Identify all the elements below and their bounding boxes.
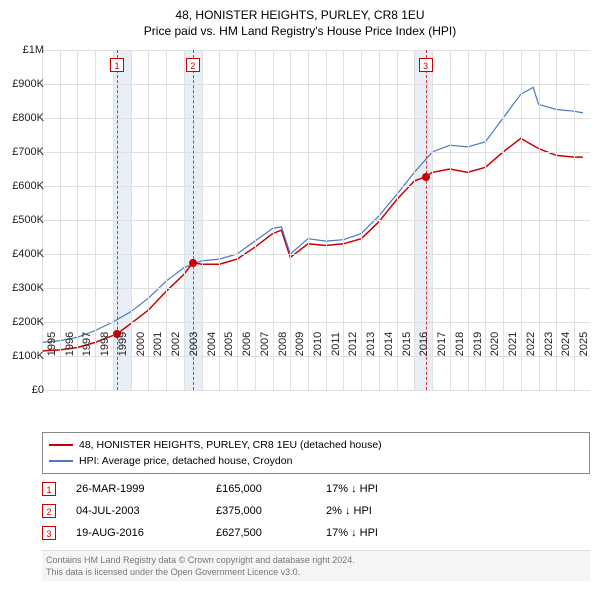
tx-delta: 17% ↓ HPI bbox=[326, 483, 446, 495]
tx-delta: 2% ↓ HPI bbox=[326, 505, 446, 517]
chart-marker-2: 2 bbox=[186, 58, 200, 72]
x-axis-label: 2004 bbox=[206, 332, 218, 356]
legend-label: 48, HONISTER HEIGHTS, PURLEY, CR8 1EU (d… bbox=[79, 439, 382, 451]
x-axis-label: 2007 bbox=[259, 332, 271, 356]
x-axis-label: 2005 bbox=[223, 332, 235, 356]
y-axis-label: £600K bbox=[12, 180, 44, 192]
sale-point-3 bbox=[422, 173, 430, 181]
chart-title-sub: Price paid vs. HM Land Registry's House … bbox=[0, 24, 600, 38]
legend-item: 48, HONISTER HEIGHTS, PURLEY, CR8 1EU (d… bbox=[49, 437, 583, 453]
y-axis-label: £900K bbox=[12, 78, 44, 90]
tx-marker: 3 bbox=[42, 526, 56, 540]
y-axis-label: £0 bbox=[32, 384, 44, 396]
tx-delta: 17% ↓ HPI bbox=[326, 527, 446, 539]
x-axis-label: 1996 bbox=[64, 332, 76, 356]
y-axis-label: £800K bbox=[12, 112, 44, 124]
y-axis-label: £500K bbox=[12, 214, 44, 226]
footer-attribution: Contains HM Land Registry data © Crown c… bbox=[42, 550, 590, 581]
tx-date: 26-MAR-1999 bbox=[76, 483, 216, 495]
y-axis-label: £200K bbox=[12, 316, 44, 328]
x-axis-label: 2013 bbox=[365, 332, 377, 356]
y-axis-label: £700K bbox=[12, 146, 44, 158]
x-axis-label: 2002 bbox=[170, 332, 182, 356]
tx-date: 04-JUL-2003 bbox=[76, 505, 216, 517]
x-axis-label: 2023 bbox=[543, 332, 555, 356]
tx-date: 19-AUG-2016 bbox=[76, 527, 216, 539]
table-row: 3 19-AUG-2016£627,50017% ↓ HPI bbox=[42, 522, 590, 544]
x-axis-label: 2006 bbox=[241, 332, 253, 356]
series-line-property bbox=[42, 138, 583, 351]
x-axis-label: 2024 bbox=[560, 332, 572, 356]
legend-item: HPI: Average price, detached house, Croy… bbox=[49, 453, 583, 469]
chart-titles: 48, HONISTER HEIGHTS, PURLEY, CR8 1EU Pr… bbox=[0, 0, 600, 38]
tx-marker: 1 bbox=[42, 482, 56, 496]
y-axis-label: £300K bbox=[12, 282, 44, 294]
x-axis-label: 2009 bbox=[294, 332, 306, 356]
legend-label: HPI: Average price, detached house, Croy… bbox=[79, 455, 292, 467]
chart-marker-1: 1 bbox=[110, 58, 124, 72]
x-axis-label: 2022 bbox=[525, 332, 537, 356]
x-axis-label: 2012 bbox=[347, 332, 359, 356]
chart-title-main: 48, HONISTER HEIGHTS, PURLEY, CR8 1EU bbox=[0, 8, 600, 22]
legend-swatch bbox=[49, 460, 73, 462]
x-axis-label: 2011 bbox=[330, 332, 342, 356]
x-axis-label: 2017 bbox=[436, 332, 448, 356]
x-axis-label: 2025 bbox=[578, 332, 590, 356]
x-axis-label: 1998 bbox=[99, 332, 111, 356]
x-axis-label: 2015 bbox=[401, 332, 413, 356]
table-row: 2 04-JUL-2003£375,0002% ↓ HPI bbox=[42, 500, 590, 522]
transaction-table: 126-MAR-1999£165,00017% ↓ HPI204-JUL-200… bbox=[42, 478, 590, 544]
y-axis-label: £1M bbox=[23, 44, 44, 56]
series-line-hpi bbox=[42, 87, 583, 342]
chart-marker-3: 3 bbox=[419, 58, 433, 72]
footer-line-2: This data is licensed under the Open Gov… bbox=[46, 566, 586, 578]
y-axis-label: £400K bbox=[12, 248, 44, 260]
footer-line-1: Contains HM Land Registry data © Crown c… bbox=[46, 554, 586, 566]
x-axis-label: 2018 bbox=[454, 332, 466, 356]
tx-price: £375,000 bbox=[216, 505, 326, 517]
x-axis-label: 2020 bbox=[489, 332, 501, 356]
sale-point-2 bbox=[189, 259, 197, 267]
x-axis-label: 2008 bbox=[277, 332, 289, 356]
x-axis-label: 2016 bbox=[418, 332, 430, 356]
x-axis-label: 2003 bbox=[188, 332, 200, 356]
x-axis-label: 2019 bbox=[472, 332, 484, 356]
x-axis-label: 1997 bbox=[81, 332, 93, 356]
x-axis-label: 1995 bbox=[46, 332, 58, 356]
table-row: 1 26-MAR-1999£165,00017% ↓ HPI bbox=[42, 478, 590, 500]
x-axis-label: 2021 bbox=[507, 332, 519, 356]
x-axis-label: 2000 bbox=[135, 332, 147, 356]
tx-price: £627,500 bbox=[216, 527, 326, 539]
x-axis-label: 2010 bbox=[312, 332, 324, 356]
x-axis-label: 2001 bbox=[152, 332, 164, 356]
tx-marker: 2 bbox=[42, 504, 56, 518]
tx-price: £165,000 bbox=[216, 483, 326, 495]
y-axis-label: £100K bbox=[12, 350, 44, 362]
legend-swatch bbox=[49, 444, 73, 446]
x-axis-label: 2014 bbox=[383, 332, 395, 356]
legend-box: 48, HONISTER HEIGHTS, PURLEY, CR8 1EU (d… bbox=[42, 432, 590, 474]
x-axis-label: 1999 bbox=[117, 332, 129, 356]
